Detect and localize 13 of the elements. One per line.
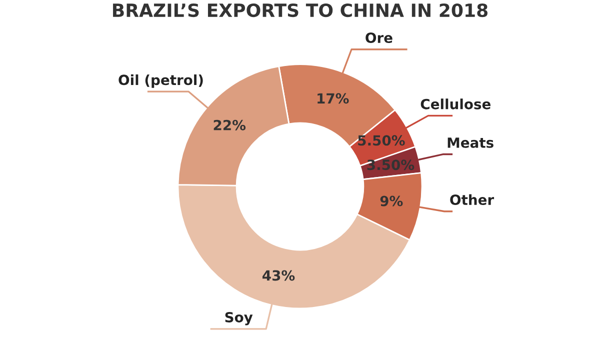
chart-title: BRAZIL’S EXPORTS TO CHINA IN 2018 bbox=[113, 3, 488, 18]
data-label: 3.50% bbox=[367, 160, 414, 170]
data-label: 5.50% bbox=[358, 135, 405, 146]
data-label: 22% bbox=[214, 120, 246, 130]
data-label: 9% bbox=[380, 196, 403, 206]
slice-label: Ore bbox=[366, 32, 392, 44]
slice-label: Soy bbox=[225, 312, 253, 326]
slice-label: Meats bbox=[448, 138, 494, 148]
slice-label: Other bbox=[450, 194, 494, 206]
slice-label: Cellulose bbox=[420, 98, 490, 110]
slice-label: Oil (petrol) bbox=[118, 74, 203, 88]
data-label: 43% bbox=[262, 270, 295, 281]
data-label: 17% bbox=[318, 93, 349, 104]
